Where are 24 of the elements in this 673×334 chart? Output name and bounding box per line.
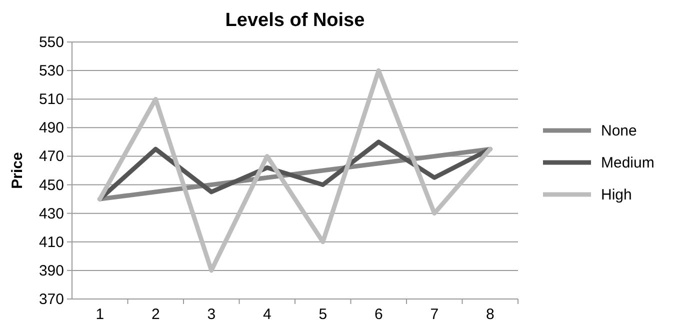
y-tick-label: 470 xyxy=(38,148,64,166)
x-tick-label: 4 xyxy=(262,306,272,323)
x-tick-label: 7 xyxy=(430,306,439,323)
x-tick-label: 2 xyxy=(151,306,160,323)
x-tick-label: 8 xyxy=(486,306,494,323)
y-tick-label: 510 xyxy=(38,91,64,108)
x-tick-label: 5 xyxy=(318,306,328,323)
legend-label: Medium xyxy=(601,154,654,172)
y-tick-label: 410 xyxy=(38,234,64,251)
y-tick-label: 530 xyxy=(38,62,64,80)
line-series xyxy=(98,68,492,273)
x-tick-label: 1 xyxy=(96,306,104,323)
x-tick-label: 3 xyxy=(207,306,216,323)
y-tick-label: 430 xyxy=(38,205,64,222)
x-tick-label: 6 xyxy=(374,306,383,323)
chart-title: Levels of Noise xyxy=(225,10,365,31)
y-axis-title: Price xyxy=(9,152,26,189)
y-tick-label: 370 xyxy=(38,291,64,308)
y-tick-label: 450 xyxy=(38,176,64,194)
legend-label: High xyxy=(601,186,632,204)
y-tick-label: 390 xyxy=(38,262,64,280)
y-tick-label: 490 xyxy=(38,120,64,137)
legend-label: None xyxy=(601,122,637,140)
y-tick-label: 550 xyxy=(38,34,64,51)
